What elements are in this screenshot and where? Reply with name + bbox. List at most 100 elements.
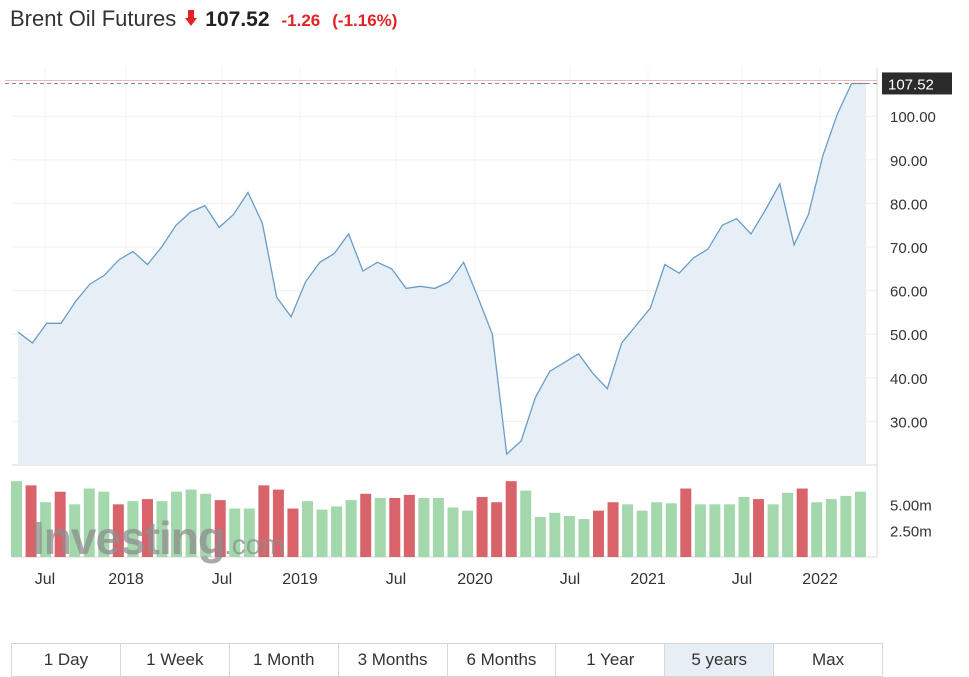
time-tick-label: Jul bbox=[560, 571, 580, 588]
time-tick-label: Jul bbox=[212, 571, 232, 588]
volume-bar bbox=[54, 491, 66, 557]
time-tick-label: Jul bbox=[386, 571, 406, 588]
watermark-brand: Investing bbox=[32, 512, 225, 564]
volume-bar bbox=[767, 504, 779, 557]
volume-bar bbox=[447, 507, 459, 557]
time-tick-label: 2020 bbox=[457, 571, 493, 588]
last-price-badge bbox=[882, 72, 952, 95]
volume-bar bbox=[214, 500, 226, 557]
volume-bar bbox=[374, 498, 386, 557]
time-tick-label: Jul bbox=[732, 571, 752, 588]
volume-bar bbox=[738, 496, 750, 557]
time-tick-label: 2022 bbox=[802, 571, 838, 588]
volume-bar bbox=[403, 494, 415, 557]
quote-header: Brent Oil Futures 107.52 -1.26 (-1.16%) bbox=[10, 6, 397, 36]
volume-bar bbox=[243, 508, 255, 557]
volume-bar bbox=[694, 504, 706, 557]
volume-bar bbox=[25, 485, 37, 557]
volume-bar bbox=[607, 502, 619, 557]
volume-bar bbox=[418, 498, 430, 557]
range-button-3-months[interactable]: 3 Months bbox=[339, 644, 448, 676]
volume-bar bbox=[141, 499, 153, 557]
volume-bar bbox=[316, 509, 328, 557]
time-tick-label: 2018 bbox=[108, 571, 144, 588]
volume-bar bbox=[98, 491, 110, 557]
watermark-suffix: .com bbox=[224, 529, 285, 560]
volume-bar bbox=[622, 504, 634, 557]
range-button-max[interactable]: Max bbox=[812, 650, 845, 669]
price-tick-label: 30.00 bbox=[890, 414, 928, 431]
time-axis: Jul 2018 Jul 2019 Jul 2020 Jul 2021 Jul 2022 bbox=[35, 571, 838, 588]
down-arrow-icon bbox=[185, 10, 198, 26]
volume-bar bbox=[185, 489, 197, 557]
volume-bar bbox=[127, 501, 139, 557]
volume-bar bbox=[651, 502, 663, 557]
volume-bar bbox=[534, 516, 546, 557]
price-tick-label: 90.00 bbox=[890, 153, 928, 170]
range-button-1-day[interactable]: 1 Day bbox=[12, 644, 121, 676]
time-tick-label: 2021 bbox=[630, 571, 666, 588]
volume-bar bbox=[331, 506, 343, 557]
price-tick-label: 70.00 bbox=[890, 240, 928, 257]
time-tick-label: Jul bbox=[35, 571, 55, 588]
volume-bar bbox=[709, 504, 721, 557]
volume-bar bbox=[680, 488, 692, 557]
volume-bar bbox=[229, 508, 241, 557]
price-line bbox=[17, 82, 866, 456]
time-tick-label: 2019 bbox=[282, 571, 318, 588]
volume-bar bbox=[112, 504, 124, 557]
volume-bar bbox=[432, 498, 444, 557]
volume-bar bbox=[782, 492, 794, 557]
range-button-6-months[interactable]: 6 Months bbox=[448, 644, 557, 676]
time-range-selector: 1 Day 1 Week 1 Month 3 Months 6 Months 1 Year… bbox=[11, 643, 883, 677]
volume-bar bbox=[796, 488, 808, 557]
volume-bar bbox=[825, 499, 837, 557]
volume-bar bbox=[753, 499, 765, 557]
volume-bar bbox=[171, 491, 183, 557]
volume-tick-label: 2.50m bbox=[890, 524, 932, 541]
volume-bar bbox=[11, 481, 22, 557]
volume-bar bbox=[302, 501, 313, 557]
volume-bar bbox=[840, 495, 852, 557]
volume-bar bbox=[83, 488, 95, 557]
price-tick-label: 40.00 bbox=[890, 371, 928, 388]
price-chart[interactable]: Investing .com 30.00 40.00 50.00 60.00 70.00… bbox=[0, 0, 969, 640]
price-axis: 30.00 40.00 50.00 60.00 70.00 80.00 90.00 100.0… bbox=[5, 72, 952, 541]
volume-bar bbox=[200, 493, 212, 557]
volume-bar bbox=[40, 502, 52, 557]
price-tick-label: 50.00 bbox=[890, 327, 928, 344]
volume-bar bbox=[593, 510, 604, 557]
volume-bar bbox=[811, 502, 823, 557]
volume-bar bbox=[549, 512, 561, 557]
volume-bar bbox=[854, 491, 866, 557]
range-button-1-year[interactable]: 1 Year bbox=[556, 644, 666, 676]
volume-bar bbox=[360, 493, 372, 557]
volume-bar bbox=[272, 489, 284, 557]
investing-watermark: Investing .com bbox=[32, 512, 285, 564]
price-tick-label: 60.00 bbox=[890, 284, 928, 301]
price-change-percent: (-1.16%) bbox=[332, 11, 398, 30]
volume-tick-label: 5.00m bbox=[890, 497, 932, 514]
range-button-5-years[interactable]: 5 years bbox=[665, 644, 775, 676]
price-change: -1.26 bbox=[281, 11, 321, 30]
volume-bar bbox=[258, 485, 270, 557]
volume-bar bbox=[520, 490, 532, 557]
volume-bar bbox=[462, 510, 474, 557]
range-button-1-month[interactable]: 1 Month bbox=[230, 644, 339, 676]
volume-bar bbox=[636, 510, 648, 557]
volume-bar bbox=[665, 503, 677, 557]
volume-bar bbox=[476, 496, 488, 557]
last-price: 107.52 bbox=[205, 8, 270, 31]
volume-bar bbox=[578, 519, 590, 557]
last-price-badge-label: 107.52 bbox=[888, 76, 934, 93]
volume-bar bbox=[563, 515, 575, 557]
volume-bar bbox=[345, 500, 357, 557]
volume-bar bbox=[505, 481, 517, 557]
range-button-1-week[interactable]: 1 Week bbox=[121, 644, 230, 676]
volume-bar bbox=[491, 502, 503, 557]
volume-bar bbox=[287, 508, 299, 557]
price-tick-label: 100.00 bbox=[890, 109, 936, 126]
price-area bbox=[17, 82, 866, 465]
volume-bar bbox=[156, 501, 168, 557]
volume-bar bbox=[69, 504, 81, 557]
